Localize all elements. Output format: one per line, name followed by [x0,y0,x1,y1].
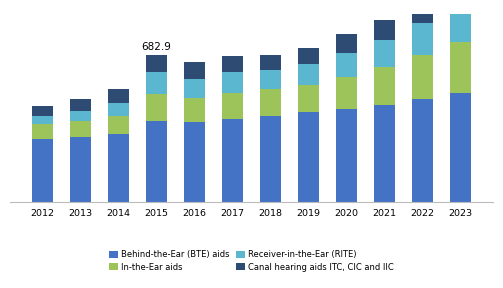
Bar [298,112,319,202]
Bar [146,72,167,94]
Bar [412,55,433,99]
Bar [298,85,319,112]
Bar [450,42,471,93]
Bar [222,119,243,202]
Bar [184,62,205,79]
Bar [336,77,357,109]
Bar [184,122,205,202]
Bar [70,99,91,111]
Bar [222,72,243,93]
Bar [374,105,395,202]
Bar [146,121,167,202]
Bar [32,107,53,115]
Bar [260,70,281,89]
Bar [374,67,395,105]
Bar [298,48,319,64]
Bar [450,93,471,202]
Bar [450,7,471,42]
Text: 682.9: 682.9 [141,43,172,52]
Bar [70,121,91,137]
Bar [108,115,129,134]
Bar [108,134,129,202]
Bar [32,115,53,124]
Bar [222,93,243,119]
Bar [32,139,53,202]
Bar [146,55,167,72]
Bar [146,94,167,121]
Bar [70,111,91,121]
Bar [108,89,129,103]
Bar [70,137,91,202]
Bar [260,115,281,202]
Bar [336,34,357,53]
Bar [184,79,205,98]
Bar [32,124,53,139]
Bar [108,103,129,115]
Bar [260,55,281,70]
Legend: Behind-the-Ear (BTE) aids, In-the-Ear aids, Receiver-in-the-Ear (RITE), Canal he: Behind-the-Ear (BTE) aids, In-the-Ear ai… [106,247,397,275]
Bar [412,23,433,55]
Bar [184,98,205,122]
Bar [260,89,281,115]
Bar [374,39,395,67]
Bar [336,109,357,202]
Bar [336,53,357,77]
Bar [298,64,319,85]
Bar [412,2,433,23]
Bar [450,0,471,7]
Bar [412,99,433,202]
Bar [222,56,243,72]
Bar [374,20,395,39]
